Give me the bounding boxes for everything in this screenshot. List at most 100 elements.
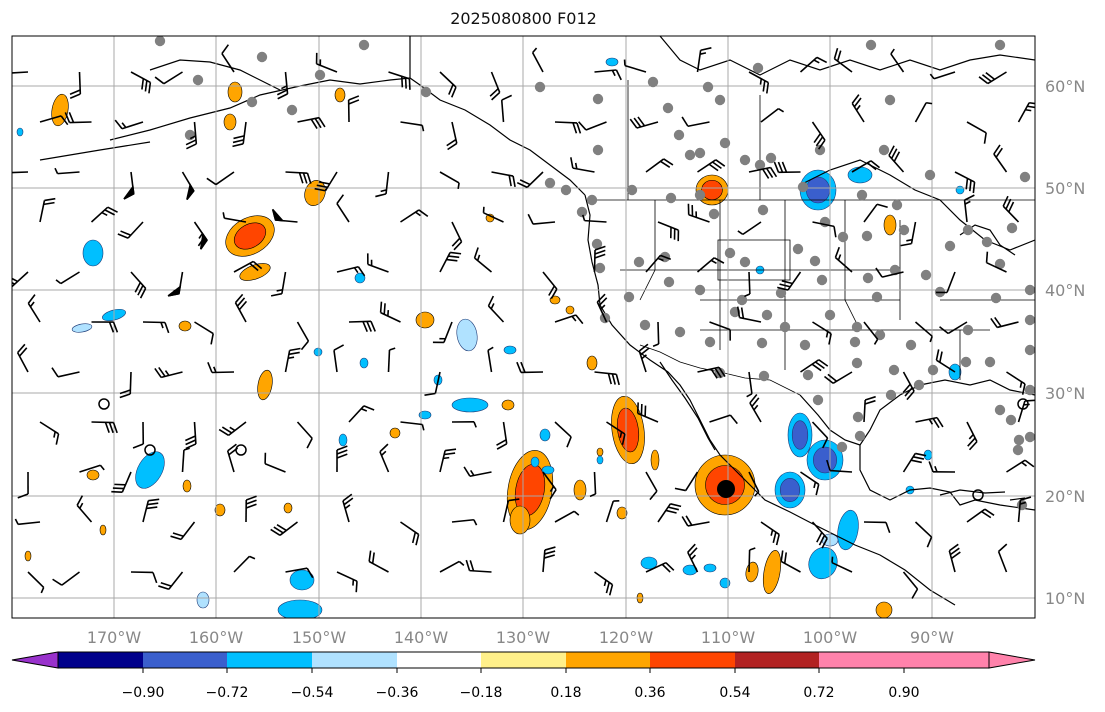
anomaly-blob: [541, 465, 555, 475]
wind-barb: [811, 121, 826, 150]
wind-barb: [696, 257, 725, 273]
anomaly-blob: [415, 311, 435, 329]
wind-barb: [117, 221, 144, 239]
station-dot: [592, 93, 604, 105]
anomaly-blob: [257, 369, 273, 401]
station-dot: [1024, 314, 1035, 326]
wind-barb: [400, 521, 420, 546]
lon-label: 90°W: [910, 628, 954, 647]
wind-barb: [400, 421, 425, 431]
wind-barb: [439, 171, 460, 189]
colorbar-tick-label: −0.54: [291, 685, 334, 701]
wind-barb: [233, 555, 256, 573]
wind-barb: [748, 471, 760, 497]
station-dot: [757, 204, 769, 216]
wind-barb: [997, 543, 1008, 573]
station-dot: [719, 137, 731, 149]
wind-barb: [91, 321, 119, 333]
wind-barb: [271, 208, 298, 223]
lat-label: 40°N: [1045, 281, 1085, 300]
station-dot: [824, 309, 836, 321]
wind-barb: [749, 393, 762, 423]
station-dot: [849, 336, 861, 348]
wind-barb: [12, 71, 29, 74]
wind-barb: [348, 320, 376, 333]
wind-barb: [234, 293, 248, 323]
anomaly-blob: [596, 447, 604, 457]
wind-barb: [657, 221, 680, 242]
wind-barb: [645, 471, 658, 501]
anomaly-blob: [573, 479, 587, 501]
wind-barb: [851, 94, 865, 123]
station-dot: [184, 129, 196, 141]
wind-barb: [336, 265, 366, 277]
wind-barb: [826, 459, 853, 473]
anomaly-blob: [805, 176, 830, 204]
wind-barb: [451, 518, 478, 526]
wind-barb: [111, 471, 132, 494]
lon-label: 120°W: [599, 628, 654, 647]
wind-barb: [812, 221, 837, 238]
wind-barb: [687, 543, 699, 573]
colorbar-segment: [735, 652, 819, 668]
colorbar-segment: [397, 652, 481, 668]
wind-barb: [935, 349, 956, 373]
colorbar-tick-label: −0.36: [376, 685, 419, 701]
wind-barb: [773, 161, 801, 174]
station-dot: [884, 94, 896, 106]
wind-barb: [966, 121, 987, 144]
lat-label: 50°N: [1045, 179, 1085, 198]
wind-barb: [800, 359, 829, 373]
wind-barb: [623, 59, 647, 73]
wind-barb: [285, 567, 314, 579]
anomaly-blob: [16, 127, 24, 137]
wind-barb: [888, 145, 905, 173]
wind-barb: [645, 158, 674, 173]
wind-barb: [52, 571, 80, 586]
anomaly-blob: [277, 599, 323, 618]
wind-barb: [158, 571, 184, 591]
wind-barb: [400, 209, 429, 223]
station-dot: [944, 240, 956, 252]
station-dot: [592, 144, 604, 156]
wind-barb: [185, 121, 198, 150]
lon-label: 130°W: [496, 628, 551, 647]
station-dot: [633, 256, 645, 268]
wind-barb: [645, 254, 672, 273]
wind-barb: [181, 447, 190, 473]
colorbar-segment: [143, 652, 227, 668]
storm-center-marker: [717, 480, 735, 498]
wind-barb: [746, 371, 753, 398]
wind-barb: [744, 271, 751, 298]
anomaly-blob: [530, 456, 540, 468]
anomaly-blob: [565, 305, 575, 315]
wind-barb: [233, 260, 263, 273]
anomaly-blob: [501, 399, 515, 411]
wind-barb: [379, 443, 390, 473]
station-dot: [1024, 431, 1035, 443]
wind-barb: [221, 44, 235, 73]
station-dot: [623, 291, 635, 303]
anomaly-blob: [616, 506, 628, 520]
wind-barb: [902, 452, 927, 473]
wind-barb: [342, 493, 354, 523]
anomaly-blob: [779, 477, 801, 502]
wind-barb: [636, 402, 659, 423]
station-dot: [591, 238, 603, 250]
anomaly-blob: [812, 446, 837, 474]
calm-wind-circle: [972, 489, 984, 501]
wind-barb: [823, 371, 853, 384]
station-dot: [534, 81, 546, 93]
wind-barb: [570, 157, 595, 173]
wind-barb: [245, 495, 257, 523]
anomaly-blob: [883, 214, 897, 236]
wind-barb: [119, 371, 132, 399]
station-dot: [854, 430, 866, 442]
station-dot: [420, 86, 432, 98]
wind-barb: [709, 321, 731, 341]
wind-barb: [284, 347, 301, 373]
station-dot: [739, 154, 751, 166]
wind-barb: [990, 317, 1019, 329]
wind-barb: [736, 306, 762, 323]
station-dot: [861, 230, 873, 242]
